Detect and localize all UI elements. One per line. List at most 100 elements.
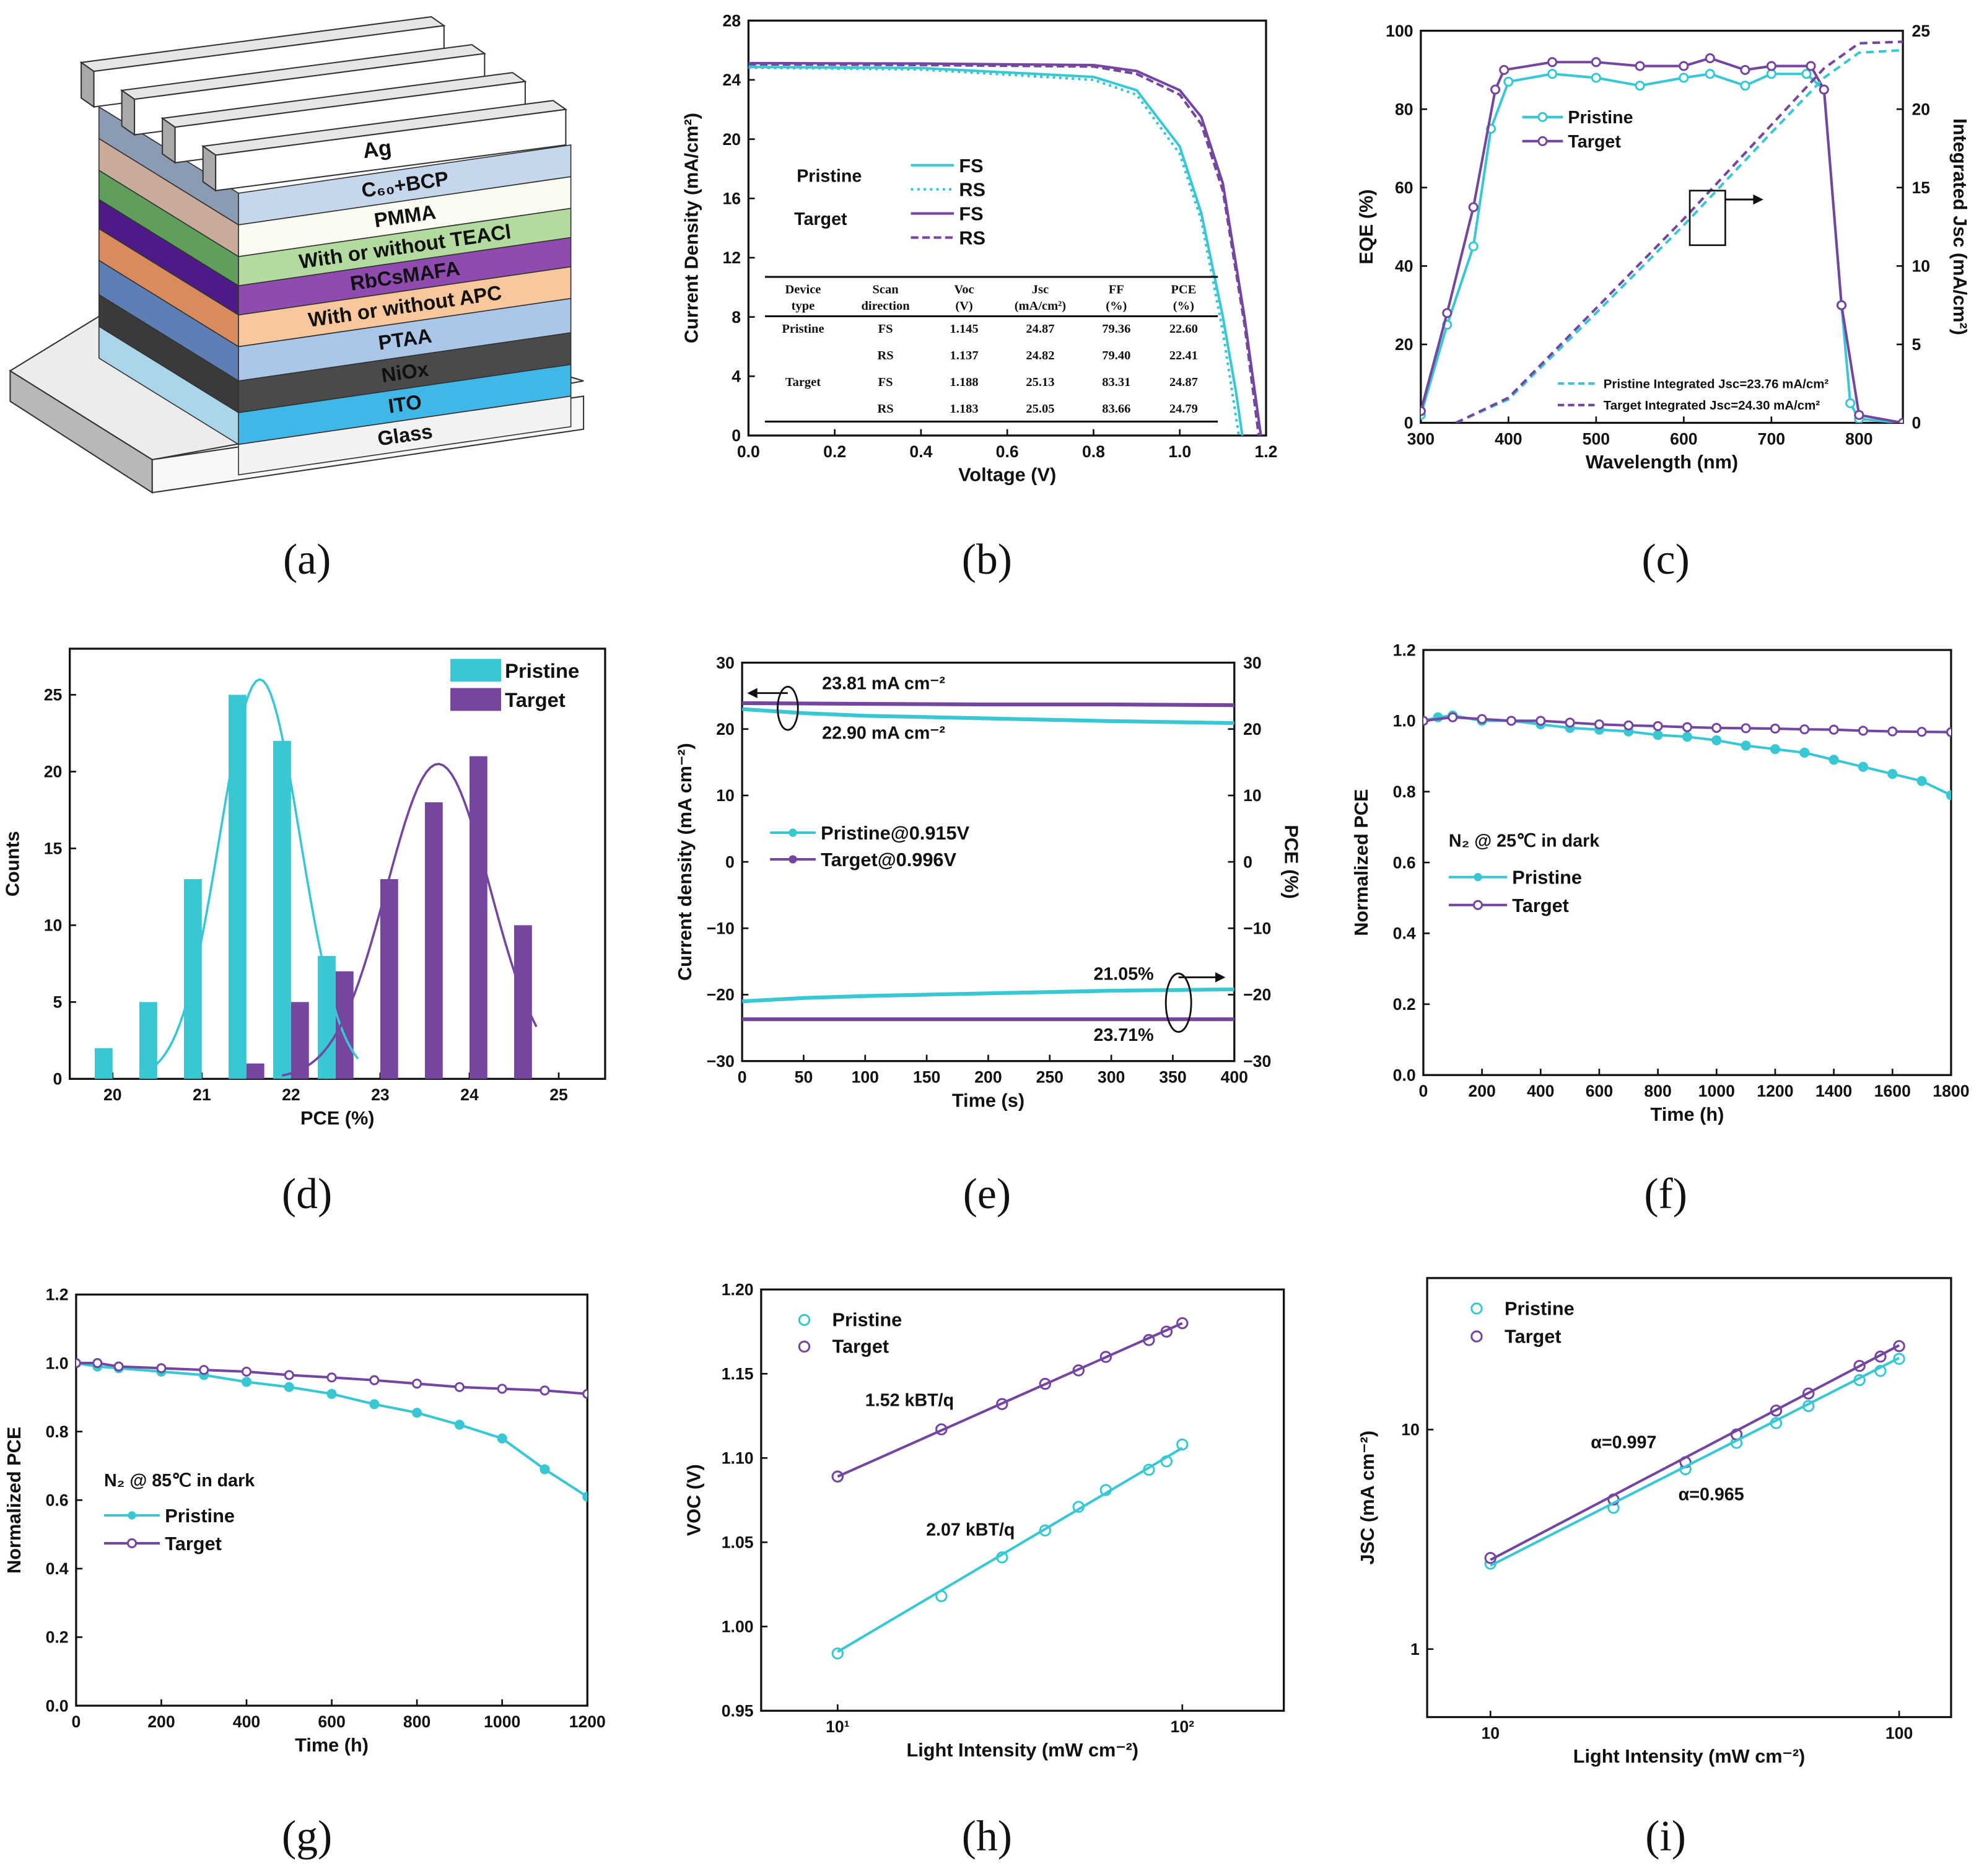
data-point-target (1806, 61, 1816, 71)
y-tick-label: 1.00 (722, 1618, 754, 1636)
y-tick-label: 20 (716, 720, 735, 739)
chart-c: 300 400 500 600 700 800 0 20 40 60 80 100 0 5 10 15 20 25… (1355, 22, 1971, 473)
data-point-target (1854, 410, 1864, 420)
panel-label: (d) (282, 1170, 332, 1218)
data-point-target (1705, 53, 1715, 64)
x-tick-label: 350 (1159, 1067, 1186, 1086)
data-point-pristine (1916, 776, 1927, 786)
legend-swatch (450, 688, 501, 711)
x-tick-label: 100 (1885, 1724, 1913, 1742)
x-tick-label: 1200 (1757, 1082, 1793, 1100)
bar-target (424, 802, 443, 1079)
x-tick-label: 1400 (1815, 1082, 1852, 1100)
layer-label: ITO (387, 390, 423, 417)
annotation: 1.52 kBT/q (865, 1391, 954, 1411)
table-cell: 22.60 (1169, 322, 1198, 336)
bar-pristine (94, 1048, 113, 1079)
arrow-head-icon (747, 688, 758, 698)
panel-label: (c) (1641, 536, 1689, 584)
chart-i: 10 100 1 10 Light Intensity (mW cm⁻²) JSC (mA… (1356, 1277, 1952, 1767)
x-tick-label: 800 (1644, 1082, 1671, 1100)
plot-area (742, 701, 1234, 1022)
legend-marker (1474, 873, 1482, 882)
legend-marker (1472, 900, 1483, 910)
data-point-pristine (326, 1388, 337, 1399)
bar-pristine (273, 740, 291, 1079)
x-tick-label: 200 (974, 1067, 1002, 1086)
x-tick-label: 100 (852, 1067, 879, 1086)
y-axis-label: Normalized PCE (3, 1427, 25, 1574)
data-point-target (1766, 61, 1776, 71)
data-point-target (1653, 721, 1663, 732)
legend-label: Pristine (1568, 108, 1633, 128)
y-tick-label: 20 (722, 130, 741, 149)
panel-label: (b) (962, 536, 1012, 584)
x-tick-label: 300 (1098, 1067, 1125, 1086)
y-tick-label: 12 (722, 248, 741, 267)
table-header: (V) (955, 299, 972, 313)
plot-area (1420, 40, 1903, 423)
series-line-pristine (76, 1362, 588, 1498)
y-tick-label: 10 (1401, 1421, 1420, 1439)
y-tick-label: 1.2 (1393, 641, 1416, 659)
annotation: α=0.965 (1679, 1484, 1744, 1504)
x-axis-label: Wavelength (nm) (1586, 451, 1738, 473)
fit-line-target-fit (1490, 1344, 1900, 1561)
legend-marker (798, 1313, 811, 1326)
data-point-target (1448, 712, 1458, 722)
annotation: 2.07 kBT/q (926, 1520, 1015, 1540)
data-point-target (1499, 64, 1509, 76)
data-point-target (454, 1382, 465, 1392)
series-line-pristine-rs (748, 66, 1241, 436)
x-tick-label: 150 (913, 1067, 940, 1086)
legend-marker (126, 1538, 138, 1549)
bar-target (514, 925, 532, 1079)
data-point-target (1547, 57, 1558, 68)
legend-label: Pristine@0.915V (821, 822, 970, 844)
data-point-pristine (1740, 81, 1750, 91)
x-tick-label: 600 (1670, 429, 1697, 448)
series-line-target-integrated-jsc (1455, 40, 1903, 423)
data-point-target (1741, 723, 1751, 734)
legend-marker (798, 1340, 811, 1353)
legend-swatch (450, 659, 501, 682)
parameters-table: Device type Scan direction Voc (V) Jsc (mA/cm²)… (764, 276, 1218, 423)
data-point-pristine (497, 1433, 507, 1444)
y2-axis-label: PCE (%) (1281, 825, 1303, 898)
data-point-target (1506, 716, 1517, 726)
x-tick-label: 1600 (1874, 1082, 1911, 1100)
legend-label: Pristine (832, 1309, 902, 1331)
plot-area (94, 678, 538, 1079)
legend-label: Pristine Integrated Jsc=23.76 mA/cm² (1604, 377, 1829, 391)
table-cell: RS (877, 349, 893, 362)
table-cell: 1.188 (950, 375, 979, 389)
x-tick-label: 0 (738, 1067, 747, 1086)
data-point-target (1682, 722, 1693, 732)
x-tick-label: 700 (1758, 429, 1785, 448)
data-point-pristine (1591, 72, 1601, 83)
legend-label: RS (959, 179, 985, 201)
data-point-target (199, 1365, 209, 1375)
plot-area (76, 1358, 588, 1502)
y-tick-label: 0.2 (1393, 995, 1416, 1014)
annotation: Target (794, 209, 847, 229)
y-axis-label: Current density (mA cm⁻²) (674, 743, 696, 981)
data-point-pristine (369, 1399, 380, 1409)
y-tick-label: 0.4 (1393, 924, 1416, 943)
x-tick-label: 1000 (484, 1712, 520, 1731)
y-tick-label: 1.2 (46, 1286, 69, 1304)
legend-marker (789, 855, 797, 864)
plot-area (748, 61, 1262, 436)
y2-tick-label: 10 (1243, 786, 1262, 805)
x-tick-label: 0.6 (996, 442, 1019, 461)
x-tick-label: 0.0 (737, 442, 760, 461)
data-point-pristine (284, 1382, 294, 1392)
y2-tick-label: 0 (1911, 414, 1921, 432)
data-point-target (326, 1372, 337, 1383)
plot-frame (1426, 1277, 1952, 1719)
x-tick-label: 1.0 (1168, 442, 1191, 461)
data-point-pristine (1705, 69, 1715, 79)
series-line-pristine-fs (748, 66, 1244, 436)
fit-curve-pristine-fit (139, 678, 359, 1076)
y-tick-label: 20 (44, 763, 63, 781)
